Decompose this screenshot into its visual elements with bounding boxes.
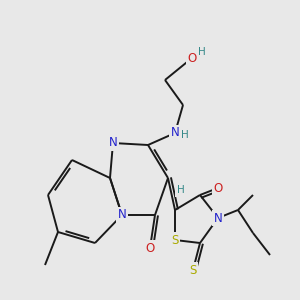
Text: S: S xyxy=(189,263,197,277)
Text: O: O xyxy=(188,52,196,64)
Text: S: S xyxy=(171,233,179,247)
Text: O: O xyxy=(146,242,154,254)
Text: N: N xyxy=(109,136,117,149)
Text: H: H xyxy=(177,185,184,195)
Text: N: N xyxy=(171,127,179,140)
Text: N: N xyxy=(214,212,222,224)
Text: H: H xyxy=(181,130,189,140)
Text: H: H xyxy=(198,47,206,57)
Text: O: O xyxy=(213,182,223,194)
Text: N: N xyxy=(118,208,126,221)
